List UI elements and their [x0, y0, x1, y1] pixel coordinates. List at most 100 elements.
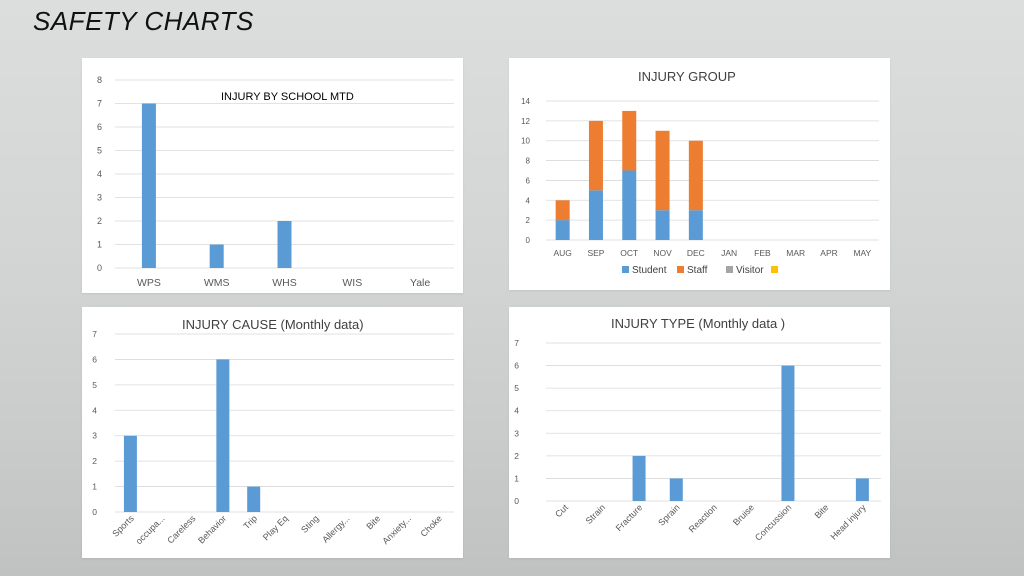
x-tick-label: Choke — [419, 513, 444, 538]
bar-wps — [141, 103, 156, 268]
x-tick-label: Behavior — [196, 513, 228, 545]
bar-trip — [247, 486, 261, 512]
y-tick-label: 3 — [514, 428, 519, 438]
bar-behavior — [216, 359, 230, 512]
bar-staff-aug — [555, 200, 570, 221]
y-tick-label: 0 — [97, 263, 102, 273]
x-tick-label: Concussion — [753, 502, 793, 542]
x-tick-label: NOV — [653, 248, 672, 258]
x-tick-label: FEB — [754, 248, 771, 258]
x-tick-label: Bite — [813, 502, 831, 520]
x-tick-label: Yale — [410, 277, 430, 289]
x-tick-label: Sting — [299, 513, 321, 535]
x-tick-label: WHS — [272, 277, 297, 289]
legend-swatch — [726, 266, 733, 273]
y-tick-label: 8 — [97, 75, 102, 85]
y-tick-label: 3 — [97, 193, 102, 203]
y-tick-label: 4 — [514, 406, 519, 416]
x-tick-label: Careless — [165, 513, 198, 546]
x-tick-label: WIS — [342, 277, 362, 289]
x-tick-label: WPS — [137, 277, 161, 289]
chart-title: INJURY BY SCHOOL MTD — [221, 91, 354, 103]
y-tick-label: 7 — [97, 99, 102, 109]
bar-sports — [123, 435, 137, 512]
y-tick-label: 5 — [92, 380, 97, 390]
chart-title: INJURY GROUP — [638, 69, 736, 84]
x-tick-label: APR — [820, 248, 837, 258]
chart-title: INJURY TYPE (Monthly data ) — [611, 316, 786, 331]
chart-injury-type: 0 1 2 3 4 5 6 7 Cut Strain Fracture Sprain Reaction B… — [514, 338, 881, 543]
y-tick-label: 2 — [92, 456, 97, 466]
y-tick-label: 0 — [92, 507, 97, 517]
chart-title: INJURY CAUSE (Monthly data) — [182, 317, 364, 332]
y-tick-label: 1 — [97, 240, 102, 250]
bar-student-aug — [555, 220, 570, 240]
x-tick-label: Strain — [584, 502, 608, 526]
y-tick-label: 1 — [514, 473, 519, 483]
bar-student-oct — [622, 170, 637, 240]
x-tick-label: Play Eq — [261, 513, 290, 542]
x-tick-label: JAN — [721, 248, 737, 258]
bar-student-sep — [588, 190, 603, 240]
x-tick-label: Reaction — [687, 502, 719, 534]
bar-head-injury — [855, 478, 869, 501]
y-tick-label: 12 — [521, 117, 530, 126]
bar-staff-oct — [622, 110, 637, 171]
chart-panel-injury-type: INJURY TYPE (Monthly data ) 0 1 2 3 4 5 6 7 Cut S… — [509, 307, 890, 558]
y-tick-label: 1 — [92, 482, 97, 492]
y-tick-label: 6 — [92, 354, 97, 364]
y-tick-label: 0 — [526, 236, 531, 245]
bar-staff-dec — [688, 140, 703, 211]
chart-panel-injury-cause: INJURY CAUSE (Monthly data) 0 1 2 3 4 5 6 7 Spor… — [82, 307, 463, 558]
bar-sprain — [669, 478, 683, 501]
y-tick-label: 6 — [526, 176, 531, 185]
y-tick-label: 4 — [97, 169, 102, 179]
y-tick-label: 10 — [521, 137, 530, 146]
y-tick-label: 14 — [521, 97, 530, 106]
x-tick-label: DEC — [687, 248, 705, 258]
x-tick-label: occupa... — [134, 513, 167, 546]
bar-fracture — [632, 455, 646, 501]
bar-wms — [209, 244, 224, 268]
bar-staff-nov — [655, 130, 670, 211]
x-tick-label: AUG — [553, 248, 571, 258]
x-tick-label: Cut — [553, 502, 570, 519]
x-tick-label: OCT — [620, 248, 638, 258]
x-tick-label: Sports — [110, 513, 136, 539]
bar-student-nov — [655, 210, 670, 240]
x-tick-label: Sprain — [656, 502, 681, 527]
y-tick-label: 2 — [97, 216, 102, 226]
bar-whs — [277, 221, 292, 268]
legend-swatch — [677, 266, 684, 273]
y-tick-label: 8 — [526, 157, 531, 166]
bar-staff-sep — [588, 120, 603, 191]
y-tick-label: 7 — [92, 329, 97, 339]
legend-swatch — [771, 266, 778, 273]
legend-label: Student — [632, 265, 667, 276]
y-tick-label: 2 — [526, 216, 531, 225]
y-tick-label: 2 — [514, 451, 519, 461]
chart-panel-injury-by-school: INJURY BY SCHOOL MTD 0 1 2 3 4 5 6 7 8 WPS WMS WHS W… — [82, 58, 463, 293]
x-tick-label: Head injury — [829, 502, 869, 542]
y-tick-label: 6 — [97, 122, 102, 132]
slide-title: SAFETY CHARTS — [33, 6, 254, 36]
chart-injury-group: 0 2 4 6 8 10 12 14 Student Staff Visitor AUG SEP OCT N… — [521, 97, 879, 276]
x-tick-label: Bruise — [731, 502, 756, 527]
legend-label: Visitor — [736, 265, 764, 276]
bar-concussion — [781, 365, 795, 501]
legend-label: Staff — [687, 265, 708, 276]
x-tick-label: Fracture — [614, 502, 645, 533]
chart-panel-injury-group: INJURY GROUP 0 2 4 6 8 10 12 14 Student Staff Visi… — [509, 58, 890, 290]
x-tick-label: MAR — [786, 248, 805, 258]
y-tick-label: 5 — [97, 146, 102, 156]
x-tick-label: Trip — [241, 513, 259, 531]
x-tick-label: WMS — [204, 277, 230, 289]
y-tick-label: 7 — [514, 338, 519, 348]
legend-swatch — [622, 266, 629, 273]
y-tick-label: 4 — [526, 196, 531, 205]
bar-student-dec — [688, 210, 703, 240]
y-tick-label: 5 — [514, 383, 519, 393]
y-tick-label: 6 — [514, 361, 519, 371]
x-tick-label: MAY — [853, 248, 871, 258]
